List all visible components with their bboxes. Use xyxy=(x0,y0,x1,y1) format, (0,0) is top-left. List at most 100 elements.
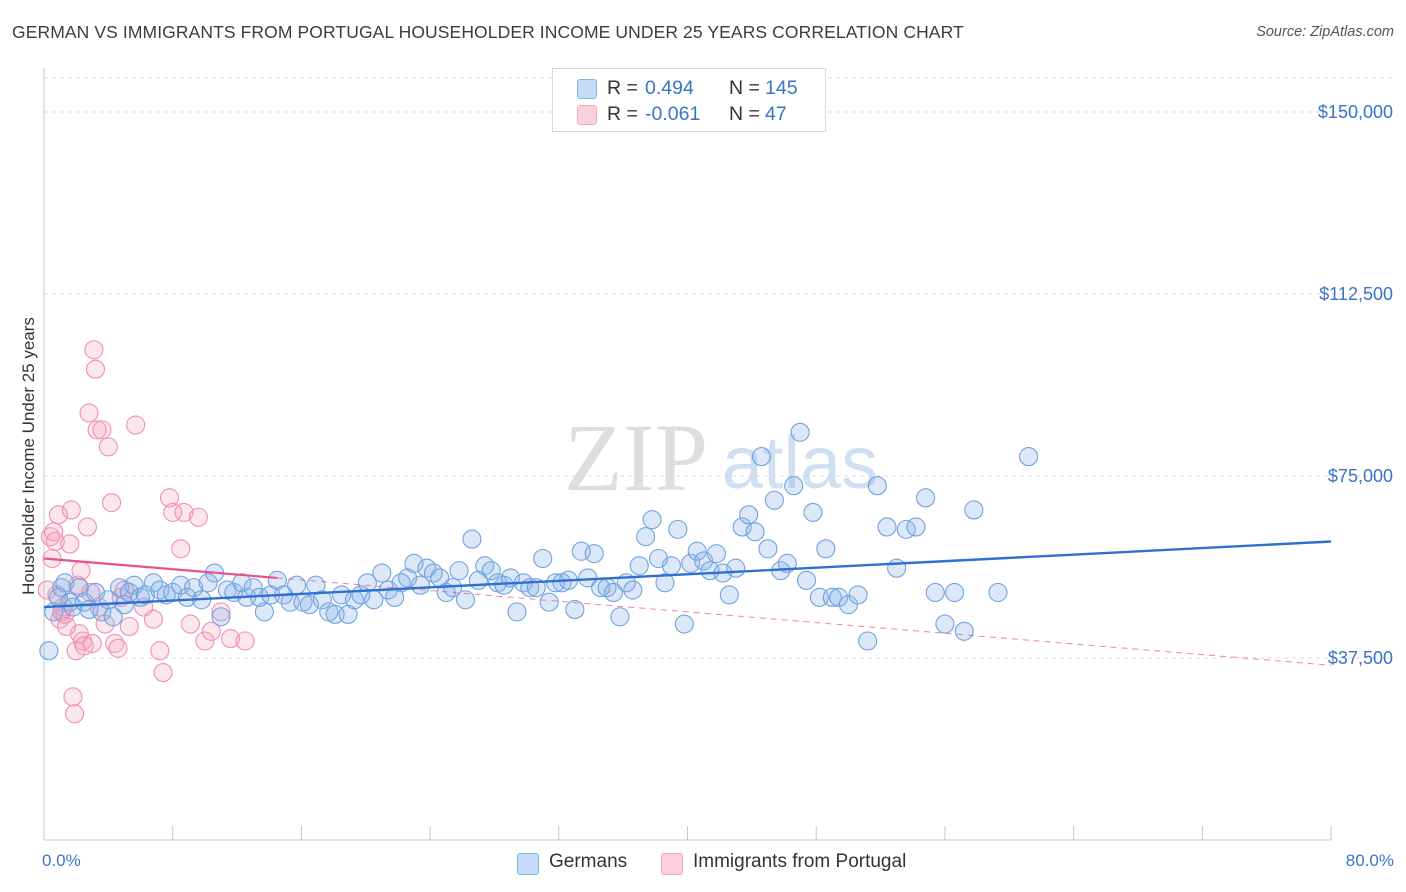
y-tick-label: $150,000 xyxy=(1318,102,1393,122)
bottom-swatch-portugal xyxy=(661,853,683,875)
point-german xyxy=(1019,447,1039,467)
point-german xyxy=(455,590,476,610)
point-german xyxy=(796,570,817,590)
bottom-swatch-germans xyxy=(517,853,539,875)
point-portugal xyxy=(81,582,101,603)
point-portugal xyxy=(98,437,118,457)
y-axis-label: Householder Income Under 25 years xyxy=(19,317,38,595)
point-german xyxy=(642,510,662,530)
point-german xyxy=(751,447,772,467)
point-german xyxy=(211,607,231,627)
point-german xyxy=(299,595,319,615)
point-portugal xyxy=(37,580,57,600)
point-german xyxy=(739,505,759,525)
point-portugal xyxy=(84,340,104,360)
legend-r-label: R = xyxy=(607,103,638,125)
point-german xyxy=(103,607,123,627)
point-portugal xyxy=(71,561,91,581)
point-german xyxy=(858,631,878,651)
point-german xyxy=(867,476,887,496)
point-german xyxy=(945,582,965,603)
point-portugal xyxy=(65,704,85,724)
point-german xyxy=(655,573,675,593)
point-german xyxy=(661,556,681,576)
legend-r-label: R = xyxy=(607,77,638,99)
point-german xyxy=(822,587,842,607)
german-points xyxy=(39,422,1039,661)
point-portugal xyxy=(159,488,180,508)
point-german xyxy=(623,580,643,600)
point-german xyxy=(916,488,936,508)
point-portugal xyxy=(63,687,83,707)
point-german xyxy=(533,548,553,569)
point-portugal xyxy=(211,602,231,622)
point-portugal xyxy=(150,641,170,661)
trend-germans xyxy=(43,540,1332,609)
legend-r-value: -0.061 xyxy=(645,103,701,125)
point-german xyxy=(584,544,604,564)
point-german xyxy=(784,476,804,496)
point-german xyxy=(758,539,778,559)
point-portugal xyxy=(108,638,128,658)
trend-portugal xyxy=(43,557,278,580)
point-german xyxy=(462,529,482,549)
point-portugal xyxy=(126,415,146,435)
legend-swatch-portugal xyxy=(577,105,597,125)
point-german xyxy=(726,558,746,578)
y-tick-label: $75,000 xyxy=(1328,466,1393,486)
point-german xyxy=(954,621,974,641)
point-portugal xyxy=(77,517,97,537)
y-tick-label: $112,500 xyxy=(1319,284,1393,304)
trend-portugal-extension xyxy=(277,577,1332,666)
point-german xyxy=(745,522,765,542)
point-portugal xyxy=(119,616,139,636)
point-portugal xyxy=(114,580,134,600)
point-portugal xyxy=(221,629,241,649)
legend-n-value: 145 xyxy=(765,77,798,99)
legend-r-value: 0.494 xyxy=(645,77,694,99)
y-tick-labels: $37,500 $75,000 $112,500 $150,000 xyxy=(1318,102,1393,668)
point-german xyxy=(449,561,469,581)
bottom-label-portugal: Immigrants from Portugal xyxy=(693,851,907,872)
point-german xyxy=(539,592,559,612)
point-german xyxy=(925,582,945,603)
point-german xyxy=(423,563,443,583)
x-tick-min: 0.0% xyxy=(42,851,81,870)
point-german xyxy=(143,573,163,593)
legend-n-label: N = xyxy=(729,103,760,125)
point-german xyxy=(312,590,332,610)
point-portugal xyxy=(92,420,112,440)
point-german xyxy=(507,602,527,622)
point-german xyxy=(887,558,907,578)
point-portugal xyxy=(180,614,200,634)
point-portugal xyxy=(153,663,173,683)
point-portugal xyxy=(45,531,65,552)
portugal-points xyxy=(37,340,255,724)
point-german xyxy=(177,587,197,607)
point-german xyxy=(964,500,984,520)
point-german xyxy=(790,422,810,442)
point-portugal xyxy=(102,493,122,513)
point-german xyxy=(706,544,727,564)
point-portugal xyxy=(235,631,255,651)
watermark-atlas: atlas xyxy=(722,421,878,504)
point-portugal xyxy=(48,505,69,525)
point-portugal xyxy=(171,539,191,559)
point-german xyxy=(687,541,707,561)
point-german xyxy=(55,573,75,593)
point-portugal xyxy=(79,403,99,423)
point-german xyxy=(372,563,392,583)
bottom-label-germans: Germans xyxy=(549,851,628,872)
point-german xyxy=(475,556,495,576)
legend-n-value: 47 xyxy=(765,103,787,125)
point-german xyxy=(719,585,739,605)
point-german xyxy=(732,517,752,537)
point-portugal xyxy=(61,500,81,520)
point-german xyxy=(906,517,926,537)
y-tick-label: $37,500 xyxy=(1328,648,1393,668)
point-german xyxy=(636,527,656,547)
point-german xyxy=(417,558,437,578)
point-german xyxy=(332,585,352,605)
point-portugal xyxy=(85,359,106,379)
